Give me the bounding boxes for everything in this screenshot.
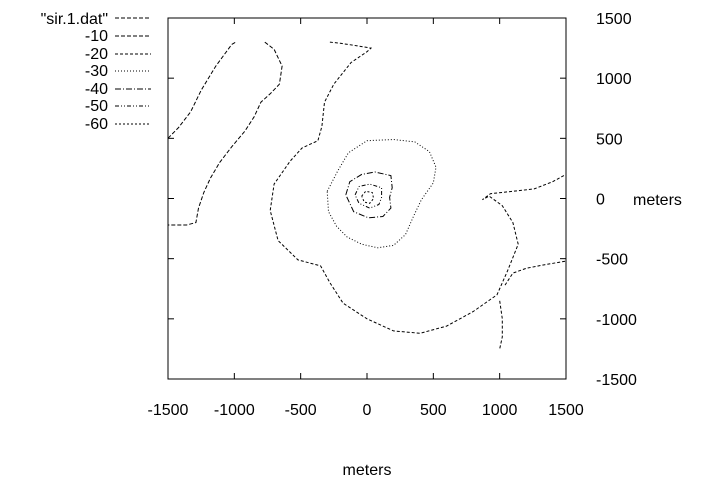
axis-ticks <box>167 17 567 380</box>
x-tick-labels: -1500 -1000 -500 0 500 1000 1500 <box>148 402 584 419</box>
contour-line-minus20 <box>499 300 503 350</box>
y-tick-label: 1000 <box>596 71 632 88</box>
x-tick-label: -1000 <box>214 402 255 419</box>
x-tick-label: 1000 <box>482 402 518 419</box>
contour-line-minus10 <box>168 41 283 226</box>
contour-line-minus50 <box>354 183 383 209</box>
contour-line-minus60 <box>361 190 375 204</box>
x-tick-label: 500 <box>420 402 447 419</box>
y-tick-labels: 1500 1000 500 0 -500 -1000 -1500 <box>596 11 637 389</box>
plot-frame <box>167 17 567 380</box>
y-tick-label: 500 <box>596 131 623 148</box>
legend: "sir.1.dat" -10 -20 -30 -40 -50 -60 <box>41 11 151 133</box>
legend-label-40: -40 <box>85 81 108 98</box>
x-axis-label: meters <box>343 462 392 479</box>
contour-line-minus30 <box>326 138 437 249</box>
legend-label-60: -60 <box>85 116 108 133</box>
y-axis-label: meters <box>633 192 682 209</box>
x-tick-label: 0 <box>363 402 372 419</box>
contour-lines <box>167 41 567 350</box>
contour-line-minus20 <box>504 260 567 286</box>
x-tick-label: -1500 <box>148 402 189 419</box>
contour-line-minus20 <box>269 41 567 334</box>
legend-label-10: -10 <box>85 28 108 45</box>
legend-label-20: -20 <box>85 46 108 63</box>
contour-line-minus10 <box>167 41 236 139</box>
legend-label-50: -50 <box>85 98 108 115</box>
y-tick-label: -1500 <box>596 372 637 389</box>
x-tick-label: 1500 <box>548 402 584 419</box>
legend-label-30: -30 <box>85 63 108 80</box>
x-tick-label: -500 <box>285 402 317 419</box>
y-tick-label: -500 <box>596 252 628 269</box>
legend-label-dataset: "sir.1.dat" <box>41 11 108 28</box>
y-tick-label: -1000 <box>596 312 637 329</box>
y-tick-label: 1500 <box>596 11 632 28</box>
contour-line-minus40 <box>345 171 393 219</box>
y-tick-label: 0 <box>596 192 605 209</box>
